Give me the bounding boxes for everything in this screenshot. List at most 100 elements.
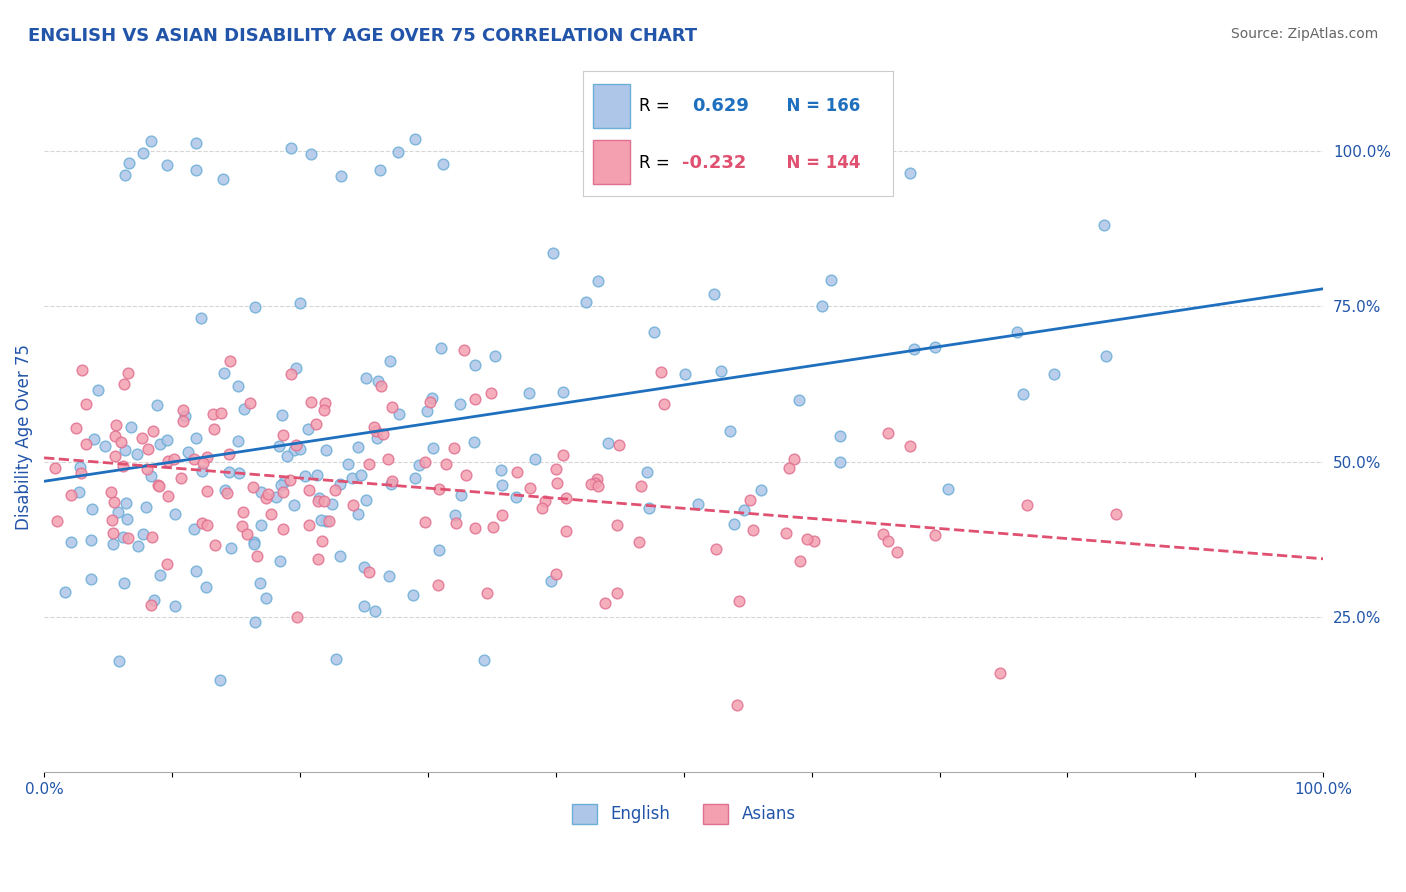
Point — [751, 483, 773, 497]
Point — [120, 419, 142, 434]
Point — [312, 493, 335, 508]
Point — [75, 397, 97, 411]
Point — [100, 484, 122, 499]
Point — [309, 513, 332, 527]
Bar — [593, 84, 630, 128]
Point — [112, 458, 135, 473]
Point — [1005, 325, 1028, 339]
Point — [290, 296, 312, 310]
Point — [173, 409, 195, 424]
Point — [924, 341, 946, 355]
Point — [315, 514, 337, 528]
Point — [903, 342, 925, 356]
Point — [506, 465, 529, 479]
Point — [249, 576, 271, 591]
Point — [370, 378, 392, 392]
Point — [378, 568, 401, 582]
Point — [298, 483, 321, 497]
Point — [820, 273, 842, 287]
Y-axis label: Disability Age Over 75: Disability Age Over 75 — [15, 343, 32, 530]
Point — [70, 363, 93, 377]
Point — [652, 397, 675, 411]
Point — [209, 406, 232, 420]
Point — [65, 421, 87, 435]
Point — [184, 163, 207, 178]
Point — [208, 673, 231, 687]
Point — [218, 465, 240, 479]
Point — [775, 525, 797, 540]
Point — [69, 466, 91, 480]
Point — [136, 462, 159, 476]
Point — [285, 361, 308, 376]
Point — [427, 482, 450, 496]
Point — [540, 574, 562, 588]
Point — [733, 502, 755, 516]
Point — [107, 505, 129, 519]
Point — [329, 549, 352, 563]
Point — [254, 591, 277, 606]
Point — [347, 440, 370, 454]
Point — [165, 508, 187, 522]
Point — [402, 588, 425, 602]
Point — [357, 565, 380, 579]
Point — [156, 454, 179, 468]
Point — [202, 408, 225, 422]
Point — [114, 442, 136, 457]
Point — [697, 157, 720, 171]
Point — [305, 417, 328, 431]
Point — [59, 488, 82, 502]
Point — [242, 480, 264, 494]
Text: N = 166: N = 166 — [775, 97, 860, 115]
Point — [553, 449, 575, 463]
Point — [710, 364, 733, 378]
Point — [115, 511, 138, 525]
Point — [117, 156, 139, 170]
Point — [195, 483, 218, 498]
Point — [156, 557, 179, 571]
Point — [924, 528, 946, 542]
Point — [243, 534, 266, 549]
Point — [269, 554, 291, 568]
Point — [432, 157, 454, 171]
Point — [59, 534, 82, 549]
Point — [1012, 386, 1035, 401]
Point — [546, 475, 568, 490]
Point — [329, 476, 352, 491]
Point — [239, 395, 262, 409]
Point — [519, 481, 541, 495]
Point — [280, 367, 302, 381]
Point — [444, 516, 467, 530]
Point — [110, 434, 132, 449]
Point — [555, 524, 578, 539]
Point — [257, 486, 280, 500]
Point — [839, 155, 862, 169]
Point — [193, 456, 215, 470]
Point — [267, 439, 290, 453]
Point — [87, 384, 110, 398]
Point — [145, 398, 167, 412]
Point — [581, 477, 603, 491]
Point — [898, 439, 921, 453]
Point — [534, 494, 557, 508]
Point — [811, 299, 834, 313]
Point — [226, 379, 249, 393]
Point — [381, 475, 404, 489]
Point — [172, 414, 194, 428]
Point — [156, 433, 179, 447]
Point — [307, 494, 329, 508]
Point — [530, 501, 553, 516]
Point — [260, 507, 283, 521]
Point — [413, 455, 436, 469]
Point — [704, 541, 727, 556]
Point — [226, 434, 249, 448]
Point — [505, 490, 527, 504]
Point — [243, 615, 266, 629]
Point — [551, 384, 574, 399]
Point — [491, 478, 513, 492]
Point — [575, 295, 598, 310]
Point — [373, 427, 395, 442]
Point — [703, 287, 725, 301]
Point — [217, 486, 239, 500]
Point — [723, 517, 745, 532]
Point — [479, 386, 502, 401]
